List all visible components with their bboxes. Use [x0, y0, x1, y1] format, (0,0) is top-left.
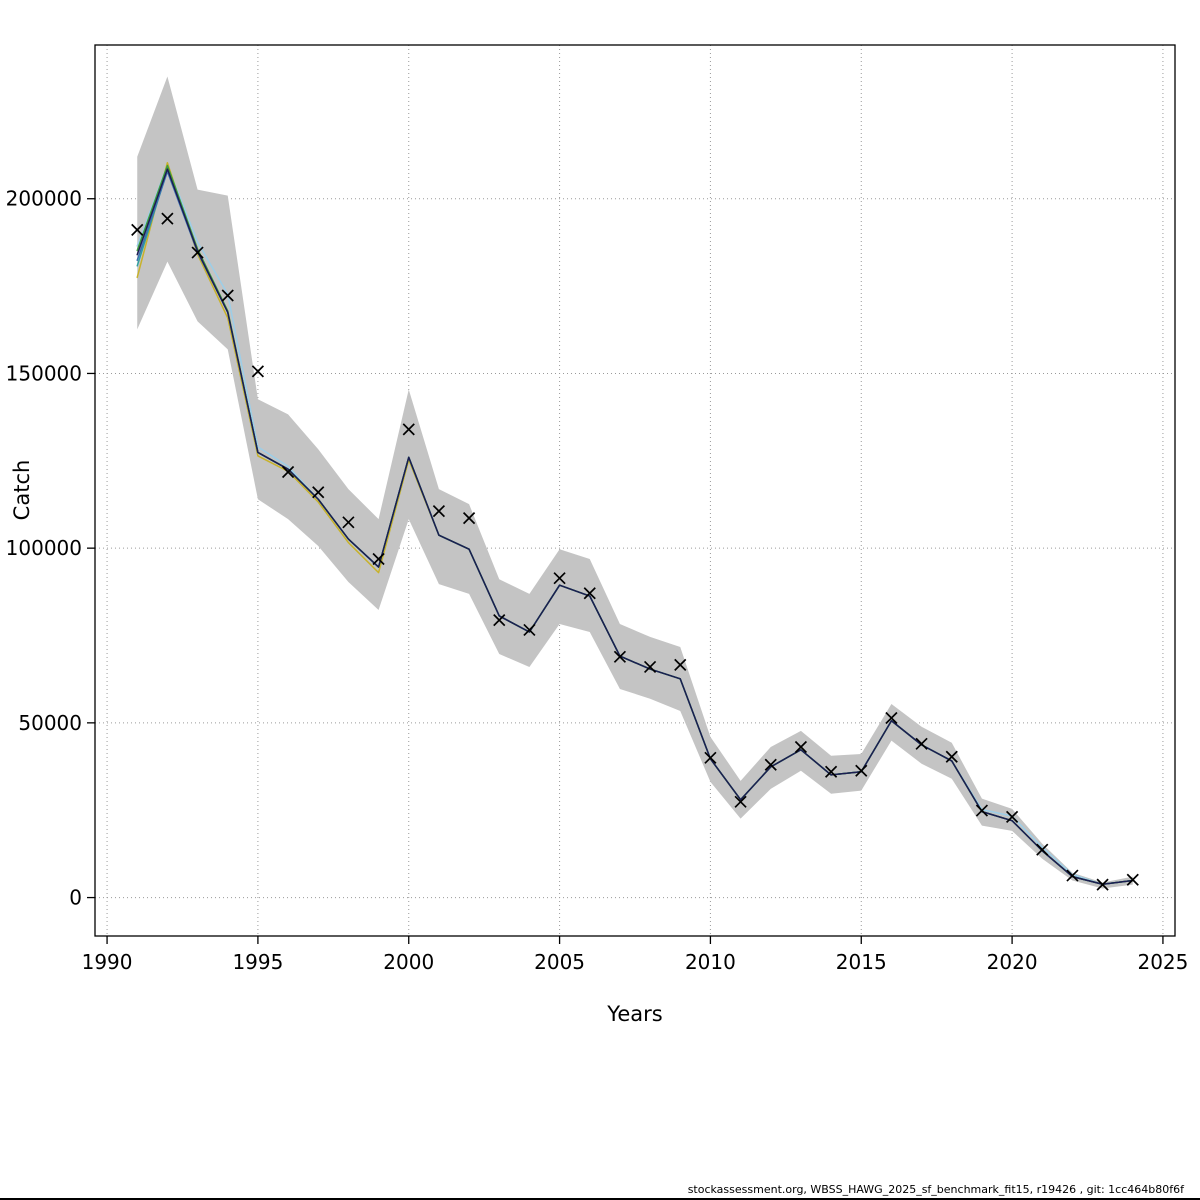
fit-line-blue [136, 170, 1134, 886]
observed-catch-marker [945, 750, 958, 763]
x-axis-tick-label: 2015 [836, 950, 887, 974]
observed-catch-marker [493, 614, 506, 627]
fit-line-yellow [136, 162, 1134, 886]
observed-catch-marker [281, 465, 295, 479]
x-axis-tick-label: 1990 [82, 950, 133, 974]
observed-catch-marker [855, 764, 868, 777]
observed-catch-marker [342, 516, 355, 529]
observed-catch-marker [221, 289, 234, 302]
observed-catch-marker [794, 740, 808, 754]
y-axis-tick-label: 0 [69, 886, 82, 910]
plot-footer-text: stockassessment.org, WBSS_HAWG_2025_sf_b… [687, 1183, 1184, 1196]
observed-catch-marker [643, 660, 657, 674]
observed-catch-marker [462, 512, 476, 525]
observed-catch-marker [734, 795, 747, 808]
observed-catch-marker [553, 572, 566, 585]
fit-line-green [136, 164, 1134, 886]
observed-catch-marker [372, 552, 385, 566]
observed-catch-marker [583, 587, 596, 600]
observed-catch-marker [432, 505, 446, 518]
observed-catch-marker [191, 246, 204, 259]
observed-catch-marker [1096, 878, 1109, 891]
observed-catch-marker [1036, 843, 1049, 856]
x-axis-tick-label: 2025 [1137, 950, 1188, 974]
observed-catch-marker [1126, 873, 1139, 886]
observed-catch-marker [764, 758, 777, 771]
fit-line-navy [136, 168, 1134, 886]
observed-catch-marker [674, 658, 687, 671]
plot-border [94, 44, 1176, 937]
observed-catch-marker [131, 223, 144, 236]
x-axis-tick-label: 2005 [534, 950, 585, 974]
observed-catch-marker [523, 623, 536, 637]
y-axis-tick-label: 100000 [6, 536, 82, 560]
observed-catch-marker [161, 212, 174, 225]
observed-catch-marker [704, 751, 717, 764]
observed-catch-marker [251, 365, 265, 378]
observed-catch-marker [1005, 810, 1019, 823]
confidence-band [137, 76, 1133, 889]
fit-line-teal [136, 169, 1134, 886]
observed-catch-marker [915, 737, 928, 750]
x-axis-tick-label: 1995 [232, 950, 283, 974]
observed-catch-marker [402, 423, 415, 436]
x-axis-tick-label: 2000 [383, 950, 434, 974]
observed-catch-marker [1066, 869, 1079, 882]
observed-catch-marker [312, 486, 325, 499]
observed-catch-marker [885, 711, 898, 725]
observed-catch-marker [975, 804, 989, 817]
y-axis-tick-label: 50000 [18, 711, 82, 735]
observed-catch-marker [824, 765, 838, 778]
y-axis-tick-label: 150000 [6, 361, 82, 385]
x-axis-title: Years [607, 1002, 663, 1026]
y-axis-tick-label: 200000 [6, 187, 82, 211]
fit-line-lightblue [136, 164, 1134, 886]
y-axis-title: Catch [10, 459, 34, 521]
x-axis-tick-label: 2010 [685, 950, 736, 974]
x-axis-tick-label: 2020 [987, 950, 1038, 974]
window-bottom-edge [0, 1198, 1200, 1200]
observed-catch-marker [613, 650, 627, 663]
